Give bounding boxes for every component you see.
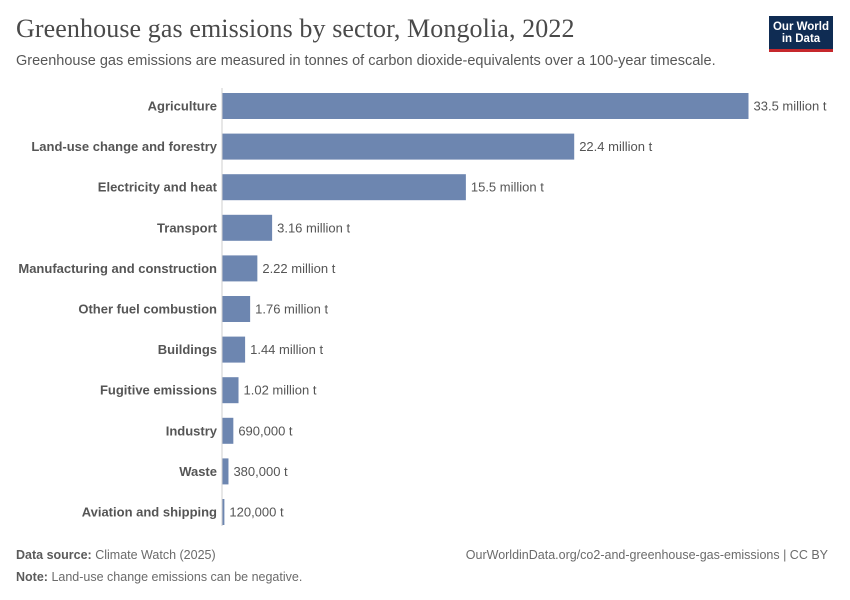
- value-label: 33.5 million t: [754, 99, 827, 114]
- category-label: Electricity and heat: [98, 180, 218, 195]
- category-label: Manufacturing and construction: [18, 261, 217, 276]
- bar[interactable]: [222, 499, 225, 525]
- value-label: 380,000 t: [233, 464, 288, 479]
- bar-row[interactable]: Fugitive emissions 1.02 million t: [100, 377, 317, 404]
- bar-chart: Agriculture 33.5 million t Land-use change…: [18, 88, 827, 526]
- category-label: Transport: [157, 220, 218, 235]
- category-label: Fugitive emissions: [100, 383, 217, 398]
- value-label: 3.16 million t: [277, 220, 350, 235]
- source-url-link[interactable]: OurWorldinData.org/co2-and-greenhouse-ga…: [465, 548, 828, 562]
- bar-row[interactable]: Other fuel combustion 1.76 million t: [78, 296, 329, 322]
- bar-row[interactable]: Buildings 1.44 million t: [158, 336, 324, 363]
- bar[interactable]: [222, 458, 229, 485]
- data-source-link[interactable]: Climate Watch (2025): [95, 548, 216, 562]
- value-label: 1.44 million t: [250, 342, 323, 357]
- category-label: Industry: [166, 423, 218, 438]
- bar[interactable]: [222, 296, 251, 322]
- data-source: Data source: Climate Watch (2025): [16, 548, 216, 562]
- owid-logo[interactable]: Our World in Data: [769, 16, 833, 52]
- bar[interactable]: [222, 336, 246, 363]
- bar[interactable]: [222, 417, 234, 444]
- value-label: 15.5 million t: [471, 180, 544, 195]
- bar-row[interactable]: Transport 3.16 million t: [157, 214, 350, 241]
- bar[interactable]: [222, 93, 749, 119]
- value-label: 120,000 t: [229, 505, 284, 520]
- category-label: Other fuel combustion: [78, 302, 217, 317]
- bar-row[interactable]: Manufacturing and construction 2.22 milli…: [18, 255, 336, 282]
- value-label: 690,000 t: [238, 423, 293, 438]
- value-label: 1.02 million t: [244, 383, 317, 398]
- category-label: Agriculture: [148, 99, 217, 114]
- bar-row[interactable]: Electricity and heat 15.5 million t: [98, 174, 544, 201]
- chart-title: Greenhouse gas emissions by sector, Mong…: [16, 14, 575, 43]
- value-label: 1.76 million t: [255, 302, 328, 317]
- note-label: Note:: [16, 570, 48, 584]
- category-label: Buildings: [158, 342, 217, 357]
- chart-subtitle: Greenhouse gas emissions are measured in…: [16, 53, 716, 69]
- bar[interactable]: [222, 214, 273, 241]
- bar[interactable]: [222, 377, 239, 404]
- value-label: 22.4 million t: [579, 139, 652, 154]
- bar-row[interactable]: Industry 690,000 t: [166, 417, 293, 444]
- bar[interactable]: [222, 255, 258, 282]
- bar-row[interactable]: Land-use change and forestry 22.4 million…: [31, 133, 653, 160]
- note-text: Land-use change emissions can be negativ…: [51, 570, 303, 584]
- category-label: Land-use change and forestry: [31, 139, 217, 154]
- bar-row[interactable]: Agriculture 33.5 million t: [148, 93, 827, 119]
- bar-row[interactable]: Aviation and shipping 120,000 t: [82, 499, 284, 525]
- bar[interactable]: [222, 133, 575, 160]
- logo-line-2: in Data: [781, 33, 821, 45]
- chart-note: Note: Land-use change emissions can be n…: [16, 570, 302, 584]
- bar[interactable]: [222, 174, 466, 201]
- bar-row[interactable]: Waste 380,000 t: [179, 458, 288, 485]
- value-label: 2.22 million t: [262, 261, 335, 276]
- category-label: Aviation and shipping: [82, 505, 217, 520]
- category-label: Waste: [179, 464, 217, 479]
- data-source-label: Data source:: [16, 548, 92, 562]
- logo-line-1: Our World: [772, 21, 829, 33]
